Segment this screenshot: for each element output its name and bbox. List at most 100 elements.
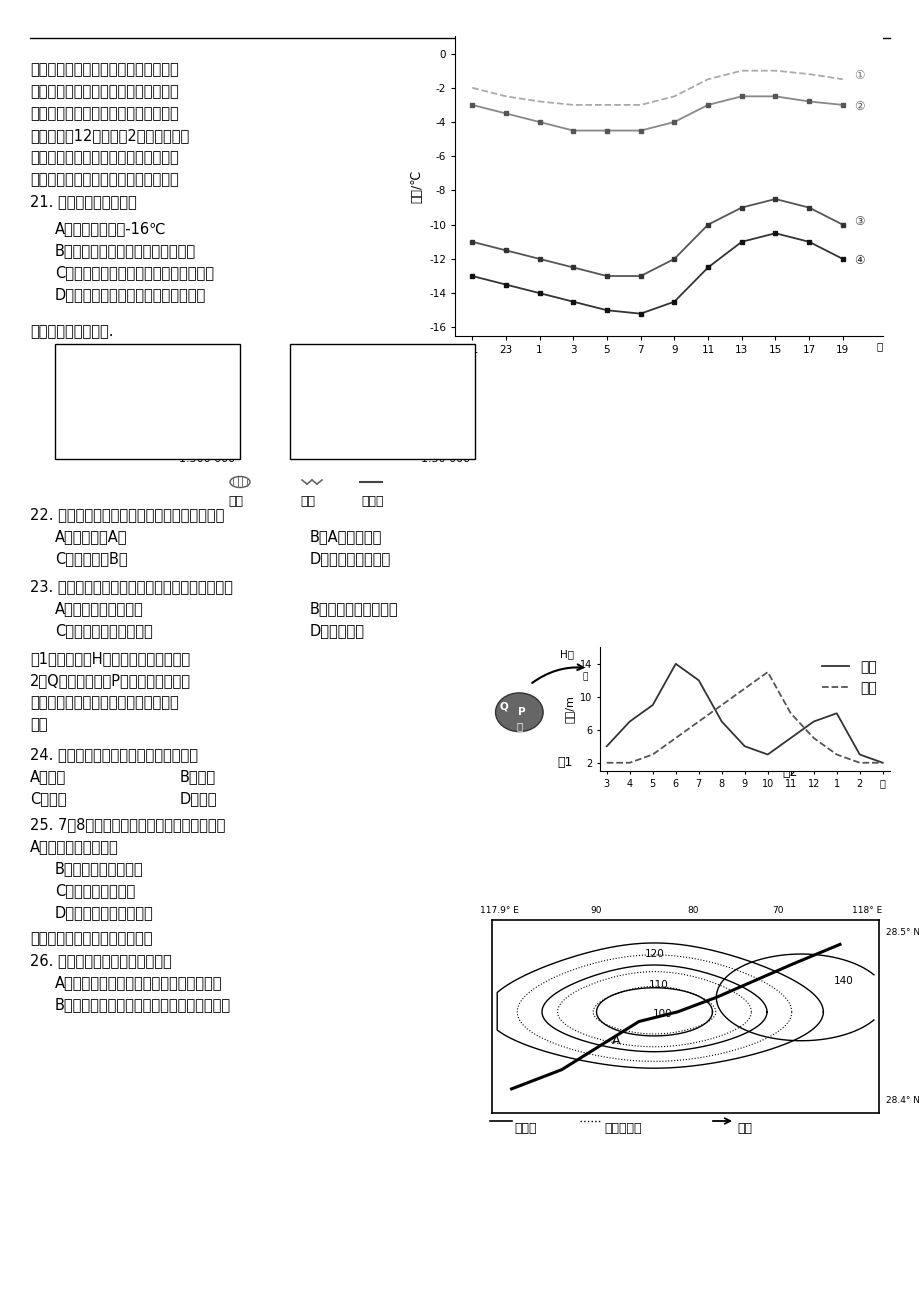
- Line: 湖泊: 湖泊: [607, 672, 882, 763]
- Text: C．乙河补给B湖: C．乙河补给B湖: [55, 551, 128, 566]
- Text: 等潜水位线: 等潜水位线: [604, 1122, 641, 1135]
- Text: 100: 100: [652, 1009, 671, 1019]
- Text: 河流: 河流: [300, 495, 314, 508]
- Line: 河流: 河流: [607, 664, 882, 763]
- Text: 22. 关于两图中河湖补给关系的说法，正确的是: 22. 关于两图中河湖补给关系的说法，正确的是: [30, 506, 224, 522]
- Text: ②: ②: [854, 100, 864, 113]
- Text: D．冬季: D．冬季: [180, 792, 217, 806]
- 湖泊: [601, 755, 612, 771]
- Text: 26. 关于该区域的叙述，正确的是: 26. 关于该区域的叙述，正确的是: [30, 953, 172, 967]
- Text: A．该地区的自然植被是亚热带常绿硬叶林: A．该地区的自然植被是亚热带常绿硬叶林: [55, 975, 222, 990]
- Text: B．气温日变化因积雪状况差异较大: B．气温日变化因积雪状况差异较大: [55, 243, 196, 258]
- Text: ③: ③: [854, 215, 864, 228]
- 河流: [601, 738, 612, 754]
- 湖泊: [716, 697, 727, 712]
- Text: 等高线: 等高线: [360, 495, 383, 508]
- Text: A．最低气温高于-16℃: A．最低气温高于-16℃: [55, 221, 166, 236]
- Text: B: B: [375, 441, 384, 454]
- Text: A．农业生产用水量大: A．农业生产用水量大: [30, 838, 119, 854]
- 河流: [693, 672, 704, 687]
- Text: 90: 90: [590, 906, 602, 915]
- 湖泊: [831, 746, 842, 762]
- 河流: [854, 746, 865, 762]
- Text: Q: Q: [498, 702, 507, 712]
- 湖泊: [761, 664, 772, 680]
- Text: C．上游水库的调节: C．上游水库的调节: [55, 883, 135, 898]
- 湖泊: [693, 713, 704, 729]
- Text: 117.9° E: 117.9° E: [480, 906, 519, 915]
- Text: 河: 河: [582, 672, 587, 681]
- Text: A．春季: A．春季: [30, 769, 66, 784]
- 河流: [739, 738, 750, 754]
- 湖泊: [785, 706, 796, 721]
- Text: 图1: 图1: [557, 756, 572, 769]
- Text: 河流: 河流: [736, 1122, 751, 1135]
- Text: 读某区域小流域图，回答问题。: 读某区域小流域图，回答问题。: [30, 931, 153, 947]
- 湖泊: [739, 681, 750, 697]
- Text: P: P: [517, 707, 525, 717]
- Text: 等高线: 等高线: [514, 1122, 536, 1135]
- Text: 2为Q点河流水位和P点湖泊水位某年随: 2为Q点河流水位和P点湖泊水位某年随: [30, 673, 191, 687]
- 湖泊: [808, 730, 819, 746]
- Text: 21. 该地寒冷期（　　）: 21. 该地寒冷期（ ）: [30, 194, 137, 210]
- Text: B．A湖补给甲河: B．A湖补给甲河: [310, 529, 382, 544]
- Ellipse shape: [495, 693, 542, 732]
- Text: A．甲河补给A湖: A．甲河补给A湖: [55, 529, 128, 544]
- Text: 1:500 000: 1:500 000: [178, 454, 234, 464]
- Text: 我国某地为保证葡萄植株安全越冬，采: 我国某地为保证葡萄植株安全越冬，采: [30, 62, 178, 77]
- Text: B．该河西部地区的降水转变为地下水更充分: B．该河西部地区的降水转变为地下水更充分: [55, 997, 231, 1012]
- Text: 读图，回答下列各题.: 读图，回答下列各题.: [30, 324, 113, 339]
- Text: 湖: 湖: [516, 721, 522, 732]
- Ellipse shape: [230, 477, 250, 487]
- Text: 28.5° N: 28.5° N: [885, 928, 919, 937]
- Text: A: A: [611, 1034, 619, 1047]
- Text: 25. 7、8月河流与湖泊水位变化的主要原因是: 25. 7、8月河流与湖泊水位变化的主要原因是: [30, 816, 225, 832]
- Text: 乙: 乙: [295, 352, 304, 367]
- Text: 120: 120: [644, 949, 664, 960]
- Text: D．受副热带高压的影响: D．受副热带高压的影响: [55, 905, 153, 921]
- Text: 110: 110: [648, 980, 667, 991]
- Text: 80: 80: [686, 906, 698, 915]
- Text: 图2: 图2: [781, 766, 797, 779]
- Text: 24. 图示湖泊水补给河流水的主要季节是: 24. 图示湖泊水补给河流水的主要季节是: [30, 747, 198, 762]
- 河流: [761, 746, 772, 762]
- 河流: [647, 697, 658, 712]
- Text: D．甲河属于外流河: D．甲河属于外流河: [310, 551, 391, 566]
- 河流: [716, 713, 727, 729]
- Text: 时: 时: [876, 341, 882, 352]
- Text: 118° E: 118° E: [851, 906, 881, 915]
- Text: 28.4° N: 28.4° N: [885, 1096, 919, 1105]
- Text: B．乙河比甲河流速快: B．乙河比甲河流速快: [310, 602, 398, 616]
- Text: 70: 70: [772, 906, 783, 915]
- Text: 内平均温度日变化．据此完成下列各题: 内平均温度日变化．据此完成下列各题: [30, 172, 178, 187]
- 河流: [831, 706, 842, 721]
- 湖泊: [623, 755, 634, 771]
- Text: 1:50 000: 1:50 000: [420, 454, 470, 464]
- Text: 季节变化曲线示意图．读图完成下列小: 季节变化曲线示意图．读图完成下列小: [30, 695, 178, 710]
- Text: 140: 140: [833, 975, 853, 986]
- 河流: [808, 713, 819, 729]
- 河流: [623, 713, 634, 729]
- Text: ①: ①: [854, 69, 864, 82]
- Text: H河: H河: [560, 648, 573, 659]
- Text: 年的平均气温日变化和丰、枯雪年的膜: 年的平均气温日变化和丰、枯雪年的膜: [30, 150, 178, 165]
- 湖泊: [647, 746, 658, 762]
- Text: C．膜内温度日变化因积雪状况差异较大: C．膜内温度日变化因积雪状况差异较大: [55, 266, 214, 280]
- Text: D．膜内温度日变化与气温日变化一致: D．膜内温度日变化与气温日变化一致: [55, 286, 206, 302]
- Text: 湖泊: 湖泊: [228, 495, 243, 508]
- 河流: [785, 730, 796, 746]
- 湖泊: [854, 755, 865, 771]
- Text: 23. 如果两幅图中等高距相同，下列说法正确的是: 23. 如果两幅图中等高距相同，下列说法正确的是: [30, 579, 233, 594]
- 河流: [669, 656, 680, 672]
- Text: B．夏季: B．夏季: [180, 769, 216, 784]
- Ellipse shape: [142, 385, 198, 413]
- 河流: [877, 755, 888, 771]
- Text: 地寒冷期（12月至次年2月）丰、枯雪: 地寒冷期（12月至次年2月）丰、枯雪: [30, 128, 189, 143]
- Text: 用双层覆膜技术（两层覆膜间留有一定: 用双层覆膜技术（两层覆膜间留有一定: [30, 85, 178, 99]
- Text: ④: ④: [854, 254, 864, 267]
- Ellipse shape: [375, 384, 425, 409]
- 湖泊: [669, 730, 680, 746]
- Text: C．秋季: C．秋季: [30, 792, 66, 806]
- 湖泊: [877, 755, 888, 771]
- Y-axis label: 气温/℃: 气温/℃: [411, 169, 424, 203]
